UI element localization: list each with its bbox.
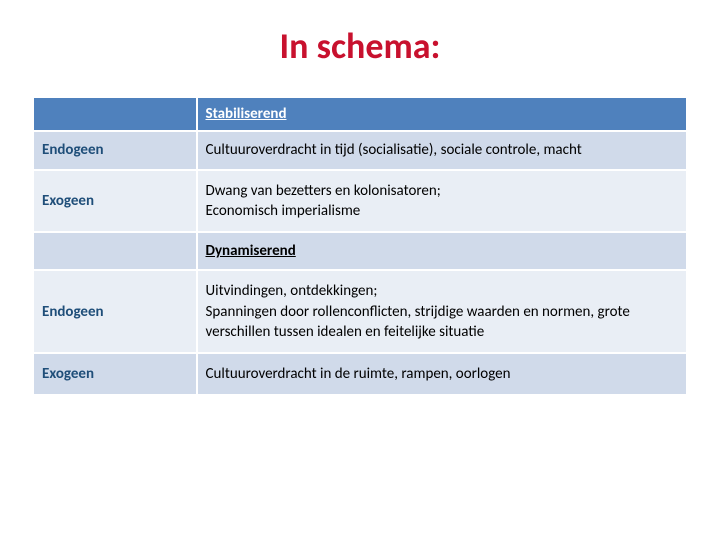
- row-content: Cultuuroverdracht in de ruimte, rampen, …: [197, 353, 688, 395]
- schema-table: Stabiliserend Endogeen Cultuuroverdracht…: [32, 96, 688, 396]
- table-header-row: Dynamiserend: [33, 232, 687, 270]
- table-row: Exogeen Cultuuroverdracht in de ruimte, …: [33, 353, 687, 395]
- section-header: Stabiliserend: [197, 97, 688, 131]
- row-label: Exogeen: [33, 170, 197, 233]
- header-empty-cell: [33, 232, 197, 270]
- table-row: Endogeen Cultuuroverdracht in tijd (soci…: [33, 131, 687, 169]
- slide-title: In schema:: [32, 24, 688, 68]
- table-header-row: Stabiliserend: [33, 97, 687, 131]
- row-content: Dwang van bezetters en kolonisatoren;Eco…: [197, 170, 688, 233]
- row-content: Uitvindingen, ontdekkingen;Spanningen do…: [197, 270, 688, 353]
- row-content: Cultuuroverdracht in tijd (socialisatie)…: [197, 131, 688, 169]
- row-label: Exogeen: [33, 353, 197, 395]
- section-header: Dynamiserend: [197, 232, 688, 270]
- header-empty-cell: [33, 97, 197, 131]
- table-row: Exogeen Dwang van bezetters en kolonisat…: [33, 170, 687, 233]
- row-label: Endogeen: [33, 270, 197, 353]
- row-label: Endogeen: [33, 131, 197, 169]
- table-row: Endogeen Uitvindingen, ontdekkingen;Span…: [33, 270, 687, 353]
